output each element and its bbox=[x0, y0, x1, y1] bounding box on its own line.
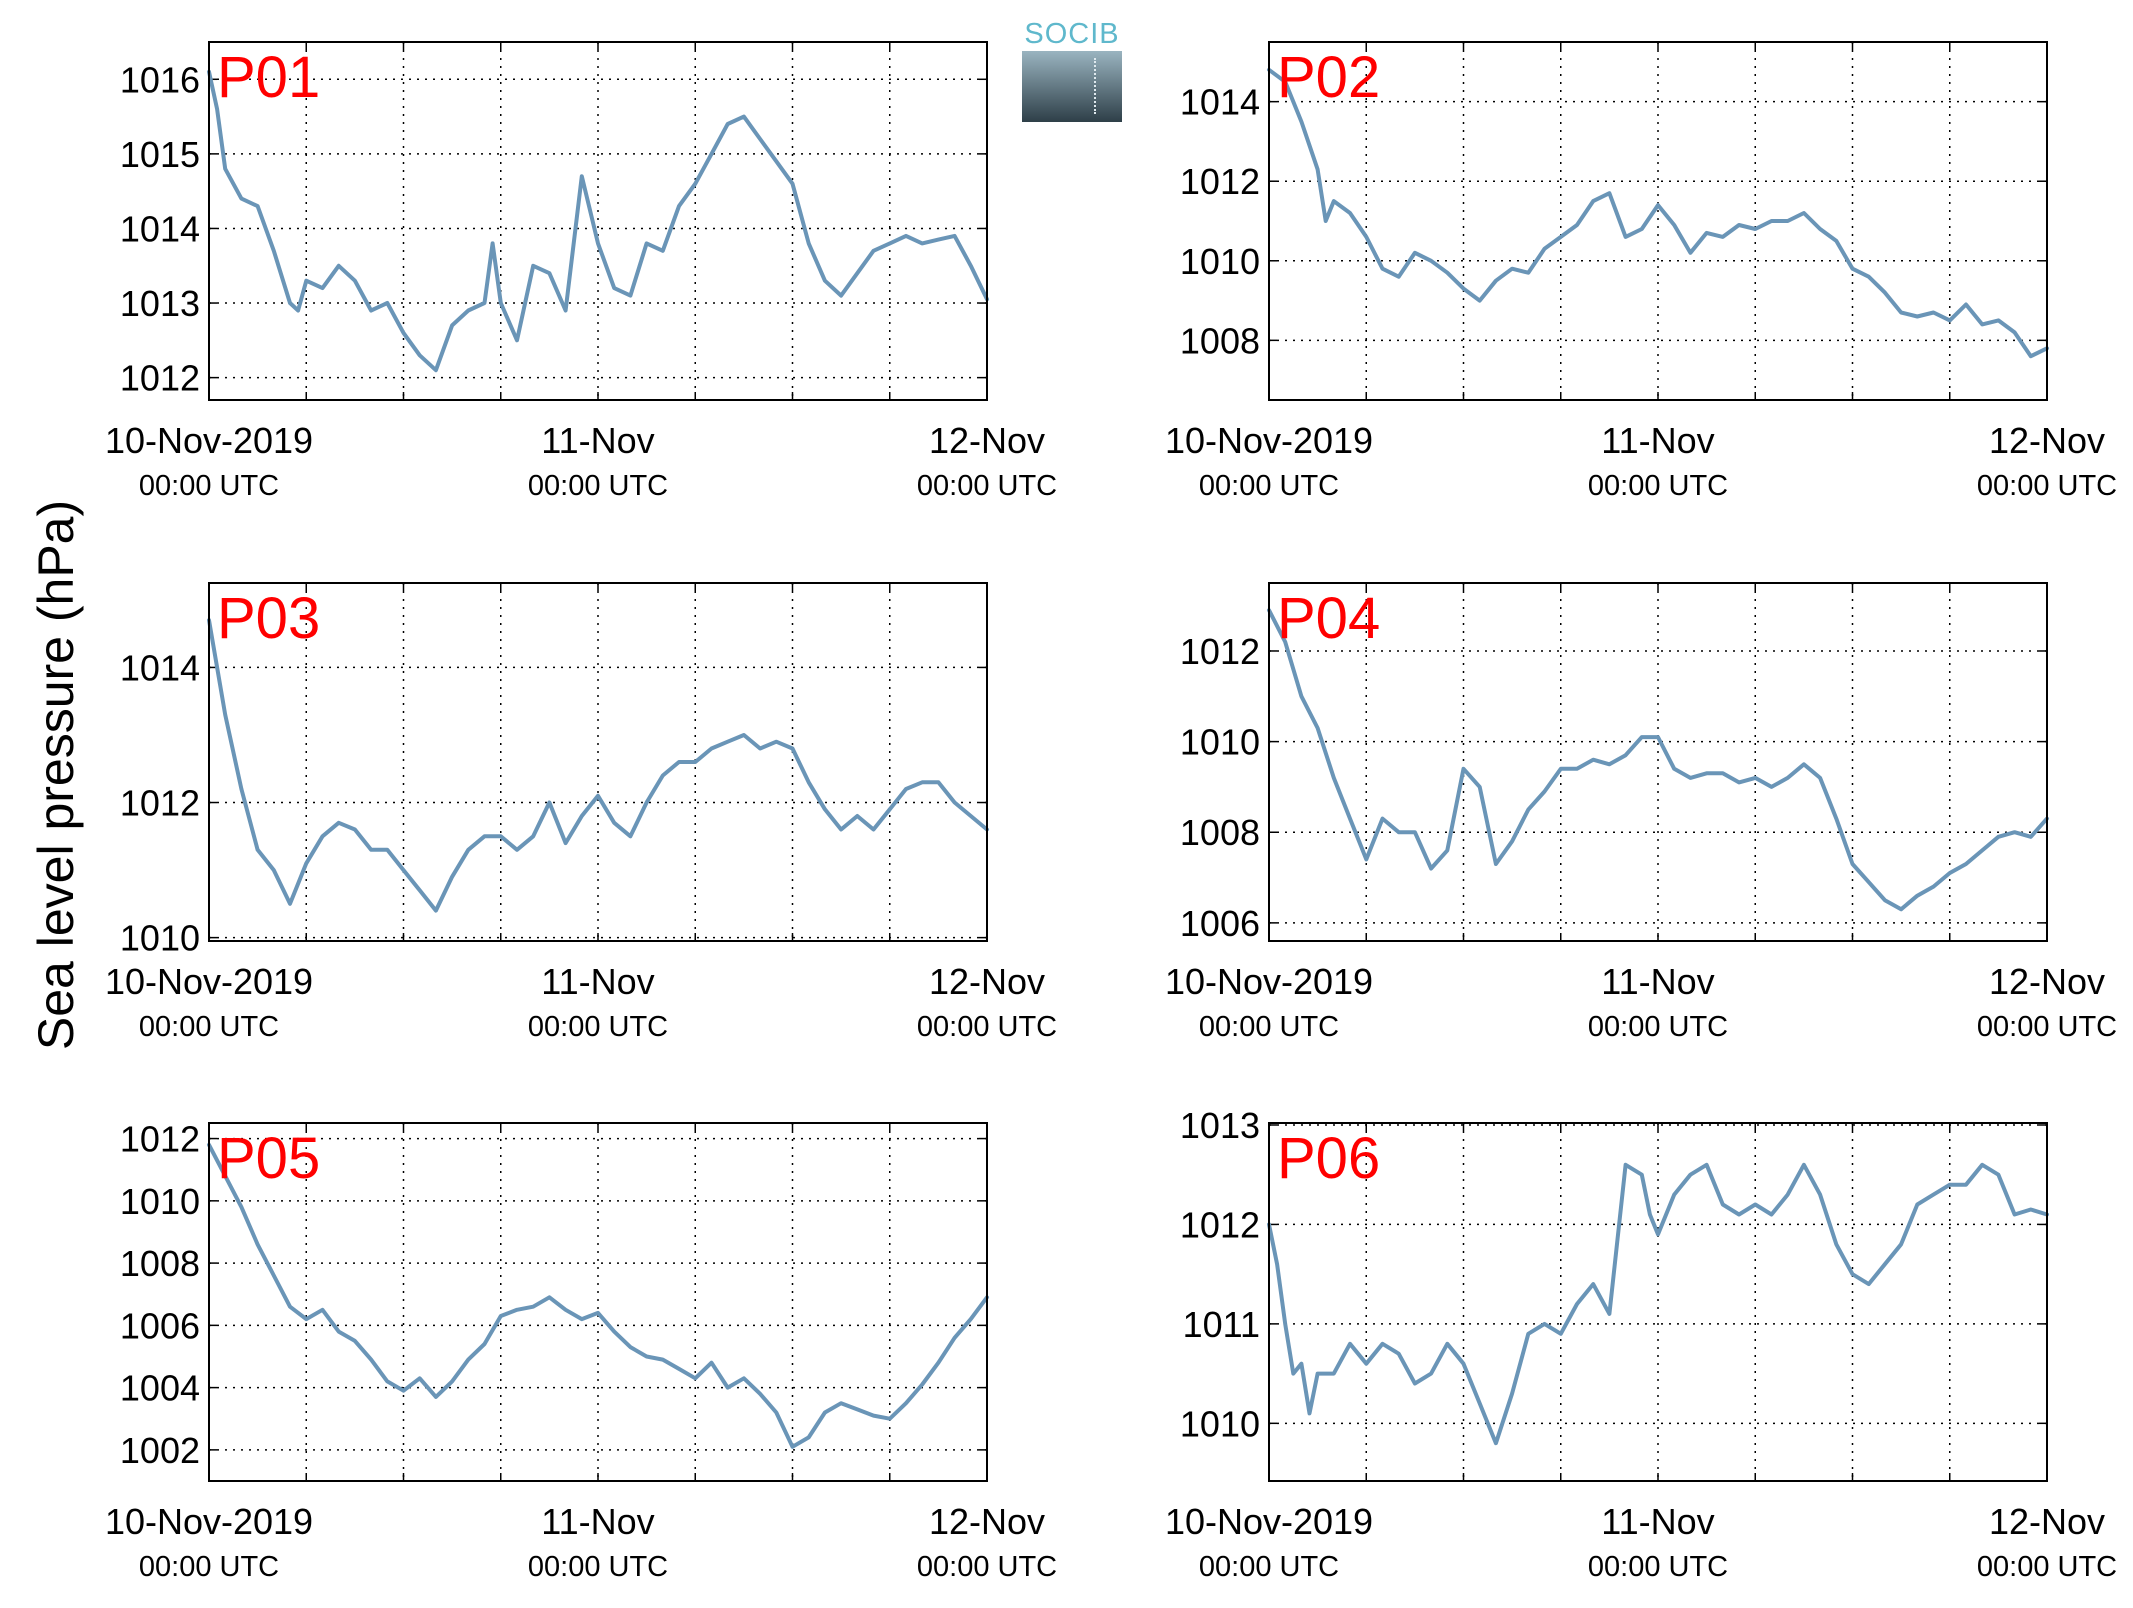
axes-box bbox=[1268, 582, 2048, 942]
plot-area bbox=[209, 1123, 987, 1481]
panel-label: P04 bbox=[1277, 586, 1380, 651]
plot-area bbox=[1269, 1123, 2047, 1481]
y-tick-label: 1008 bbox=[1180, 812, 1260, 853]
x-tick-sublabel: 00:00 UTC bbox=[1588, 1011, 1728, 1043]
panel-p04: 1006 1008 1010 1012 10-Nov-2019 00:00 UTC 11-N… bbox=[1165, 582, 2117, 1043]
x-tick-sublabel: 00:00 UTC bbox=[1977, 1551, 2117, 1583]
y-tick-label: 1010 bbox=[120, 918, 200, 959]
panel-p05: 1002 1004 1006 1008 1010 1012 10-Nov-2019 00:00… bbox=[105, 1119, 1057, 1583]
panel-label: P05 bbox=[217, 1126, 320, 1191]
x-tick-label: 11-Nov bbox=[1601, 961, 1714, 1002]
y-tick-label: 1008 bbox=[120, 1243, 200, 1284]
x-tick-sublabel: 00:00 UTC bbox=[1977, 470, 2117, 502]
y-tick-label: 1004 bbox=[120, 1368, 200, 1409]
panel-label: P01 bbox=[217, 45, 320, 110]
y-tick-label: 1015 bbox=[120, 134, 200, 175]
x-tick-label: 11-Nov bbox=[541, 420, 654, 461]
plot-area bbox=[1269, 583, 2047, 941]
series-line bbox=[207, 618, 989, 913]
axes-box bbox=[208, 41, 988, 401]
socib-logo-graphic bbox=[1022, 51, 1122, 122]
y-tick-label: 1010 bbox=[1180, 722, 1260, 763]
y-tick-label: 1012 bbox=[120, 358, 200, 399]
y-tick-label: 1011 bbox=[1183, 1304, 1260, 1345]
x-tick-label: 10-Nov-2019 bbox=[105, 420, 313, 461]
x-tick-sublabel: 00:00 UTC bbox=[917, 470, 1057, 502]
panel-p01: 1012 1013 1014 1015 1016 10-Nov-2019 00:00 UTC… bbox=[105, 41, 1057, 502]
y-tick-label: 1006 bbox=[120, 1305, 200, 1346]
x-tick-sublabel: 00:00 UTC bbox=[1199, 1011, 1339, 1043]
x-tick-label: 10-Nov-2019 bbox=[1165, 1501, 1373, 1542]
x-tick-sublabel: 00:00 UTC bbox=[917, 1551, 1057, 1583]
axes-box bbox=[1268, 41, 2048, 401]
x-tick-sublabel: 00:00 UTC bbox=[1977, 1011, 2117, 1043]
axes-box bbox=[1268, 1122, 2048, 1482]
x-tick-label: 12-Nov bbox=[929, 961, 1045, 1002]
panel-p06: 1010 1011 1012 1013 10-Nov-2019 00:00 UTC 11-N… bbox=[1165, 1105, 2117, 1583]
y-tick-label: 1012 bbox=[1180, 631, 1260, 672]
x-tick-label: 12-Nov bbox=[1989, 420, 2105, 461]
x-tick-label: 12-Nov bbox=[929, 1501, 1045, 1542]
y-tick-label: 1012 bbox=[120, 783, 200, 824]
series-line bbox=[1267, 67, 2049, 359]
y-tick-label: 1006 bbox=[1180, 903, 1260, 944]
y-tick-label: 1014 bbox=[120, 208, 200, 249]
x-tick-label: 10-Nov-2019 bbox=[1165, 961, 1373, 1002]
x-tick-label: 10-Nov-2019 bbox=[105, 961, 313, 1002]
y-tick-label: 1014 bbox=[120, 647, 200, 688]
axes-box bbox=[208, 1122, 988, 1482]
y-tick-label: 1016 bbox=[120, 59, 200, 100]
x-tick-sublabel: 00:00 UTC bbox=[528, 1551, 668, 1583]
x-tick-sublabel: 00:00 UTC bbox=[917, 1011, 1057, 1043]
y-tick-label: 1012 bbox=[1180, 1204, 1260, 1245]
x-tick-sublabel: 00:00 UTC bbox=[1588, 1551, 1728, 1583]
y-tick-label: 1010 bbox=[1180, 241, 1260, 282]
x-tick-label: 11-Nov bbox=[541, 961, 654, 1002]
axes-box bbox=[208, 582, 988, 942]
panel-label: P02 bbox=[1277, 45, 1380, 110]
plot-area bbox=[209, 583, 987, 941]
panel-label: P03 bbox=[217, 586, 320, 651]
plot-area bbox=[209, 42, 987, 400]
y-tick-label: 1013 bbox=[120, 283, 200, 324]
x-tick-sublabel: 00:00 UTC bbox=[528, 1011, 668, 1043]
x-tick-label: 10-Nov-2019 bbox=[105, 1501, 313, 1542]
x-tick-label: 12-Nov bbox=[1989, 961, 2105, 1002]
y-tick-label: 1012 bbox=[1180, 161, 1260, 202]
y-axis-label: Sea level pressure (hPa) bbox=[28, 500, 84, 1050]
y-tick-label: 1012 bbox=[120, 1119, 200, 1160]
socib-logo: SOCIB bbox=[1022, 18, 1122, 122]
x-tick-label: 12-Nov bbox=[1989, 1501, 2105, 1542]
x-tick-sublabel: 00:00 UTC bbox=[1199, 470, 1339, 502]
x-tick-sublabel: 00:00 UTC bbox=[1588, 470, 1728, 502]
socib-logo-dotted-line bbox=[1094, 58, 1096, 114]
panel-p03: 1010 1012 1014 10-Nov-2019 00:00 UTC 11-Nov 00… bbox=[105, 582, 1057, 1043]
y-tick-label: 1013 bbox=[1180, 1105, 1260, 1146]
y-tick-label: 1014 bbox=[1180, 82, 1260, 123]
series-line bbox=[1267, 1162, 2049, 1446]
x-tick-sublabel: 00:00 UTC bbox=[139, 470, 279, 502]
y-tick-label: 1002 bbox=[120, 1430, 200, 1471]
y-tick-label: 1010 bbox=[120, 1181, 200, 1222]
x-tick-label: 11-Nov bbox=[1601, 420, 1714, 461]
y-tick-label: 1008 bbox=[1180, 320, 1260, 361]
panel-label: P06 bbox=[1277, 1126, 1380, 1191]
x-tick-sublabel: 00:00 UTC bbox=[528, 470, 668, 502]
panel-p02: 1008 1010 1012 1014 10-Nov-2019 00:00 UTC 11-N… bbox=[1165, 41, 2117, 502]
x-tick-sublabel: 00:00 UTC bbox=[1199, 1551, 1339, 1583]
y-tick-label: 1010 bbox=[1180, 1403, 1260, 1444]
socib-logo-text: SOCIB bbox=[1024, 18, 1120, 50]
x-tick-label: 11-Nov bbox=[541, 1501, 654, 1542]
x-tick-label: 12-Nov bbox=[929, 420, 1045, 461]
series-line bbox=[207, 69, 989, 373]
x-tick-label: 10-Nov-2019 bbox=[1165, 420, 1373, 461]
series-line bbox=[1267, 608, 2049, 912]
x-tick-sublabel: 00:00 UTC bbox=[139, 1011, 279, 1043]
series-line bbox=[207, 1142, 989, 1449]
x-tick-sublabel: 00:00 UTC bbox=[139, 1551, 279, 1583]
x-tick-label: 11-Nov bbox=[1601, 1501, 1714, 1542]
